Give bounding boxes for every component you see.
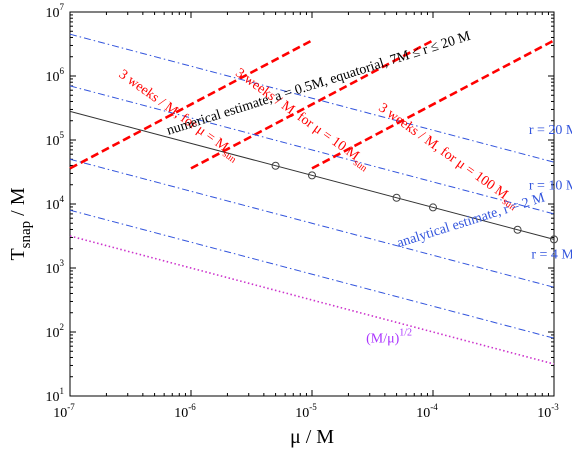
y-tick-base: 10 — [46, 70, 60, 85]
y-tick-label: 104 — [46, 194, 65, 213]
y-tick-base: 10 — [46, 326, 60, 341]
x-tick-label: 10-3 — [537, 402, 559, 421]
y-tick-exp: 4 — [60, 194, 65, 204]
series-label-analytical-r4: r = 4 M — [531, 248, 572, 263]
y-tick-label: 107 — [46, 2, 65, 21]
x-axis-title: μ / M — [290, 426, 334, 448]
series-line-three-weeks-10msun — [190, 39, 434, 170]
x-tick-label: 10-7 — [53, 402, 75, 421]
y-tick-exp: 5 — [60, 130, 65, 140]
x-tick-exp: -7 — [67, 402, 75, 412]
x-tick-exp: -3 — [551, 402, 559, 412]
series-line-three-weeks-1msun — [69, 39, 313, 170]
series-label-sqrt-m-over-mu: (M/μ)1/2 — [366, 328, 412, 347]
series-label-three-weeks-100msun: 3 weeks / M, for μ = 100 Msun — [374, 101, 522, 214]
x-axis-label: μ / M — [290, 426, 334, 448]
data-point-marker — [308, 171, 316, 180]
x-tick-base: 10 — [537, 406, 551, 421]
series-label-main: 3 weeks / M, for μ = 100 M — [376, 101, 511, 204]
series-label-main: r = 20 M — [529, 123, 572, 138]
series-line-analytical-r10 — [69, 85, 555, 215]
data-point-marker — [550, 235, 558, 244]
series-label-main: r = 4 M — [531, 248, 572, 263]
x-tick-base: 10 — [416, 406, 430, 421]
y-axis-title: Tsnap / M — [7, 187, 34, 260]
series-layer — [69, 33, 558, 365]
x-tick-base: 10 — [53, 406, 67, 421]
x-tick-label: 10-6 — [174, 402, 196, 421]
series-line-sqrt-m-over-mu — [69, 235, 555, 365]
series-line-analytical-r2 — [69, 209, 555, 339]
y-tick-exp: 6 — [60, 66, 65, 76]
x-tick-label: 10-5 — [295, 402, 317, 421]
y-axis-label-rest: / M — [7, 187, 29, 221]
series-label-main: r = 10 M — [529, 178, 572, 193]
axis-ticks: 10-7 10-6 10-5 10-4 10-310110210310410510610… — [46, 2, 560, 421]
series-label-sup: 1/2 — [399, 328, 412, 339]
y-axis-label: Tsnap / M — [7, 187, 34, 260]
y-tick-label: 105 — [46, 130, 65, 149]
series-line-three-weeks-100msun — [311, 39, 555, 170]
y-tick-base: 10 — [46, 6, 60, 21]
x-tick-base: 10 — [295, 406, 309, 421]
y-axis-label-sub: snap — [18, 221, 34, 249]
plot-area — [69, 11, 555, 397]
x-tick-base: 10 — [174, 406, 188, 421]
data-point-marker — [513, 225, 522, 234]
y-tick-exp: 1 — [60, 386, 65, 396]
y-tick-base: 10 — [46, 262, 60, 277]
plot-frame — [69, 11, 555, 397]
y-tick-base: 10 — [46, 390, 60, 405]
data-point-marker — [392, 193, 401, 202]
x-tick-exp: -4 — [430, 402, 438, 412]
data-point-marker — [271, 161, 280, 170]
series-label-main: analytical estimate, r = 2 M — [395, 190, 547, 251]
y-tick-label: 102 — [46, 322, 65, 341]
y-tick-exp: 2 — [60, 322, 65, 332]
series-label-analytical-r20: r = 20 M — [529, 123, 572, 138]
data-point-marker — [429, 203, 437, 212]
x-tick-exp: -6 — [188, 402, 196, 412]
series-label-analytical-r2: analytical estimate, r = 2 M — [395, 190, 547, 251]
series-line-numerical — [69, 110, 555, 240]
y-tick-exp: 7 — [60, 2, 65, 12]
y-tick-base: 10 — [46, 134, 60, 149]
y-tick-label: 101 — [46, 386, 65, 405]
series-label-main: (M/μ) — [366, 332, 400, 347]
y-tick-base: 10 — [46, 198, 60, 213]
y-tick-label: 103 — [46, 258, 65, 277]
y-tick-exp: 3 — [60, 258, 65, 268]
series-line-analytical-r20 — [69, 33, 555, 163]
series-line-analytical-r4 — [69, 158, 555, 288]
y-tick-label: 106 — [46, 66, 65, 85]
x-tick-exp: -5 — [309, 402, 317, 412]
x-tick-label: 10-4 — [416, 402, 438, 421]
y-axis-label-main: T — [7, 248, 29, 260]
series-label-analytical-r10: r = 10 M — [529, 178, 572, 193]
